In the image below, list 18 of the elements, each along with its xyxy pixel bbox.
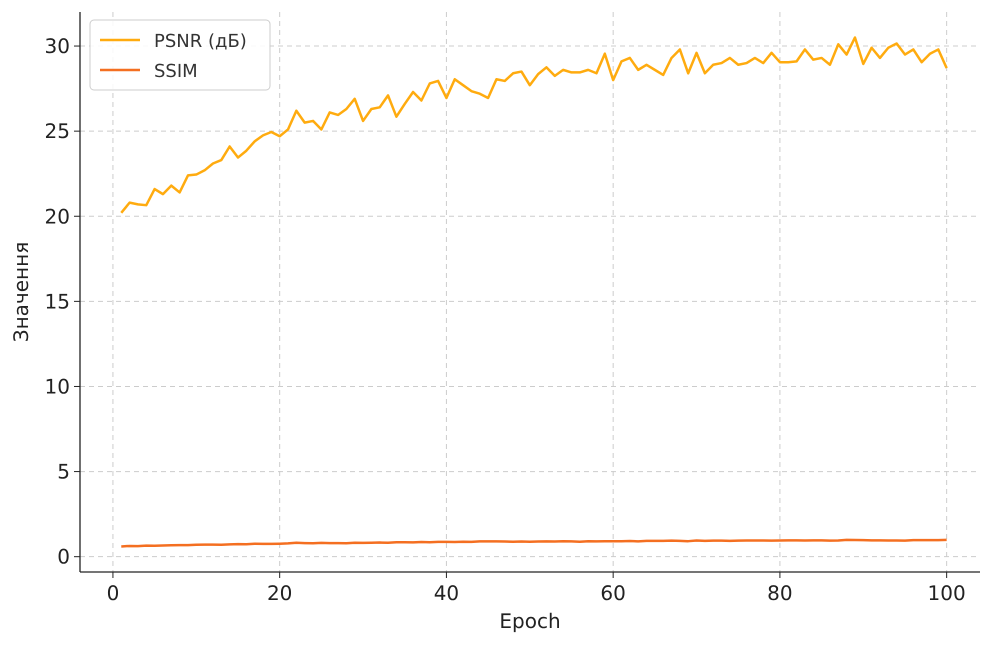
x-tick-label: 40	[434, 581, 460, 605]
legend-label: PSNR (дБ)	[154, 31, 247, 52]
x-tick-label: 80	[767, 581, 793, 605]
legend-label: SSIM	[154, 61, 198, 82]
y-tick-label: 25	[44, 119, 70, 144]
y-tick-label: 30	[44, 34, 70, 58]
y-tick-label: 10	[44, 374, 70, 398]
x-axis-title: Epoch	[499, 609, 561, 633]
x-tick-label: 20	[266, 581, 292, 605]
y-tick-label: 5	[57, 460, 70, 484]
y-tick-label: 20	[44, 204, 70, 228]
y-axis-title: Значення	[9, 242, 33, 342]
y-tick-label: 0	[57, 544, 70, 569]
y-tick-label: 15	[44, 289, 70, 314]
x-tick-label: 60	[600, 581, 626, 605]
x-tick-label: 0	[106, 581, 120, 605]
x-tick-label: 100	[928, 581, 966, 605]
line-series	[120, 538, 948, 548]
